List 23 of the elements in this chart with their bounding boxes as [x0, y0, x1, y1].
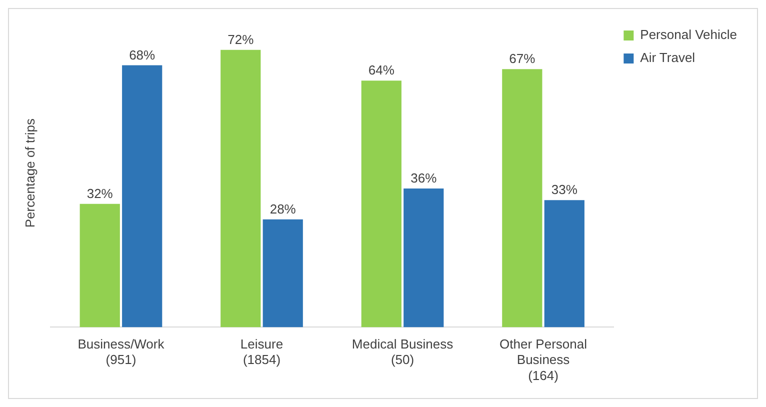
bar: [502, 69, 542, 328]
bar: [361, 80, 402, 328]
data-label: 33%: [551, 182, 578, 198]
y-axis-title: Percentage of trips: [22, 118, 38, 228]
bar: [544, 200, 584, 328]
x-tick-label: Business/Work (951): [78, 336, 165, 368]
bar: [220, 50, 261, 328]
data-label: 64%: [368, 62, 395, 78]
data-label: 67%: [509, 51, 536, 66]
data-label: 68%: [129, 47, 156, 62]
bar: [262, 219, 303, 328]
legend-label: Personal Vehicle: [640, 27, 738, 42]
data-label: 32%: [86, 186, 114, 201]
legend-label: Air Travel: [640, 50, 696, 66]
data-label: 36%: [410, 170, 438, 186]
x-tick-label: Leisure (1854): [240, 336, 284, 368]
bar: [122, 65, 162, 328]
data-label: 28%: [270, 201, 296, 216]
data-label: 72%: [228, 32, 254, 47]
bar: [404, 188, 444, 328]
x-tick-label: Medical Business (50): [352, 336, 454, 368]
x-tick-label: Other Personal Business (164): [500, 336, 588, 383]
bar: [80, 204, 120, 328]
